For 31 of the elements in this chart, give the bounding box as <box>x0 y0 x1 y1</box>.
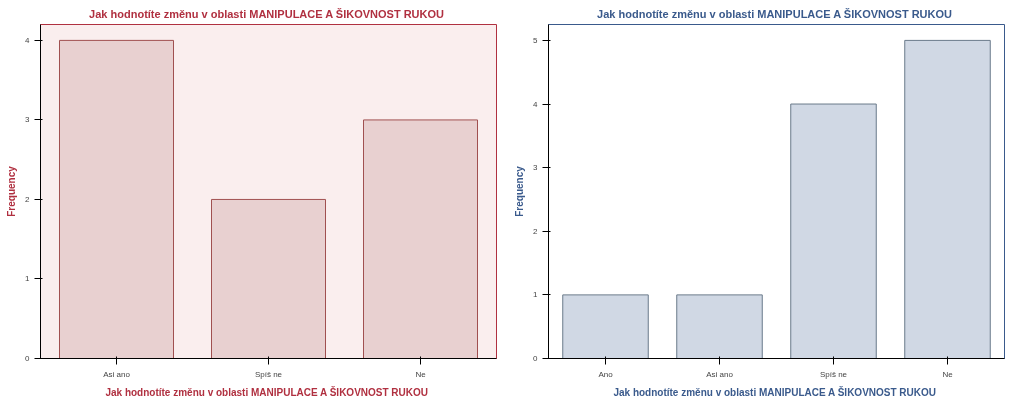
y-tick-label: 3 <box>533 163 539 173</box>
chart-title: Jak hodnotíte změnu v oblasti MANIPULACE A ŠIKOVNOST RUKOU <box>89 7 445 20</box>
y-tick-label: 3 <box>25 115 31 125</box>
bar <box>790 103 877 359</box>
x-tick-label: Ne <box>415 369 427 379</box>
x-tick-label: Asi ano <box>103 369 131 379</box>
y-axis-title: Frequency <box>6 165 18 217</box>
y-tick-label: 1 <box>533 290 539 300</box>
bar <box>59 39 174 359</box>
y-tick-label: 0 <box>533 354 539 363</box>
y-tick-label: 2 <box>25 194 31 204</box>
y-tick-label: 2 <box>533 226 539 236</box>
x-tick-label: Ne <box>942 369 954 379</box>
x-axis-title: Jak hodnotíte změnu v oblasti MANIPULACE A ŠIKOVNOST RUKOU <box>105 385 429 398</box>
bar <box>676 294 763 359</box>
bar <box>562 294 649 359</box>
y-tick-label: 0 <box>25 354 31 363</box>
x-tick-label: Spíš ne <box>819 369 848 379</box>
bar <box>211 198 326 359</box>
x-tick-label: Spíš ne <box>254 369 283 379</box>
y-tick-label: 4 <box>25 35 31 45</box>
x-tick-label: Asi ano <box>706 369 734 379</box>
y-axis-title: Frequency <box>514 165 526 217</box>
y-tick-label: 5 <box>533 35 539 45</box>
x-tick-label: Ano <box>598 369 614 379</box>
bar <box>363 119 478 359</box>
chart-title: Jak hodnotíte změnu v oblasti MANIPULACE A ŠIKOVNOST RUKOU <box>597 7 953 20</box>
y-tick-label: 4 <box>533 99 539 109</box>
bar <box>904 39 991 359</box>
x-axis-title: Jak hodnotíte změnu v oblasti MANIPULACE A ŠIKOVNOST RUKOU <box>613 385 937 398</box>
y-tick-label: 1 <box>25 274 31 284</box>
